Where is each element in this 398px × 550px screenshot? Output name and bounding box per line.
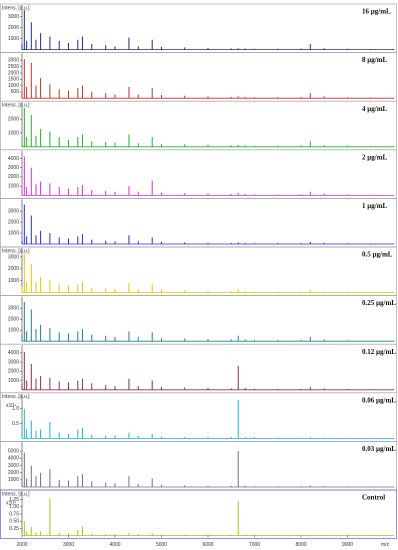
panel-label: 2 µg/mL — [362, 153, 388, 161]
panel-label: 0.25 µg/mL — [362, 299, 396, 307]
y-tick-label: 3000 — [8, 58, 19, 64]
x-tick-label: 6000 — [202, 542, 213, 548]
y-tick-label: 2500 — [8, 64, 19, 70]
y-axis-label: Intens. [a.u.] — [2, 394, 30, 400]
y-tick-label: 4000 — [8, 156, 19, 162]
y-tick-label: 1000 — [8, 477, 19, 483]
y-tick-label: 3000 — [8, 165, 19, 171]
panel-frame — [0, 343, 397, 394]
panel-label: Control — [362, 494, 385, 502]
panel-label: 4 µg/mL — [362, 105, 388, 113]
panel-frame — [0, 441, 397, 491]
y-tick-label: 1000 — [8, 130, 19, 136]
panel-label: 0.12 µg/mL — [362, 348, 396, 356]
panel-frame — [0, 198, 397, 248]
x-tick-label: 7000 — [249, 542, 260, 548]
y-tick-label: 2000 — [8, 219, 19, 225]
y-tick-label: 3000 — [8, 463, 19, 469]
panel-frame — [0, 100, 397, 151]
y-tick-label: 2000 — [8, 116, 19, 122]
y-tick-label: 0.5 — [12, 421, 19, 427]
x-tick-label: 4000 — [109, 542, 120, 548]
panel-label: 0.03 µg/mL — [362, 445, 396, 453]
y-tick-label: 2000 — [8, 369, 19, 375]
y-tick-label: 2000 — [8, 470, 19, 476]
panel-label: 8 µg/mL — [362, 56, 388, 64]
y-tick-label: 1500 — [8, 77, 19, 83]
panel-label: 0.5 µg/mL — [362, 251, 393, 259]
y-scale-label: x10⁴ — [6, 500, 16, 506]
y-tick-label: 1000 — [8, 83, 19, 89]
panel-frame — [0, 489, 397, 539]
y-tick-label: 2000 — [8, 70, 19, 76]
y-tick-label: 1.00 — [9, 504, 19, 510]
panel-label: 0.06 µg/mL — [362, 396, 396, 404]
y-tick-label: 4000 — [8, 456, 19, 462]
y-tick-label: 3000 — [8, 208, 19, 214]
y-tick-label: 0.75 — [9, 511, 19, 517]
y-tick-label: 1000 — [8, 278, 19, 284]
y-tick-label: 2000 — [8, 317, 19, 323]
y-tick-label: 0.50 — [9, 519, 19, 525]
panel-frame — [0, 392, 397, 442]
x-axis-label: m/z — [381, 542, 390, 548]
y-tick-label: 2000 — [8, 25, 19, 31]
y-axis-label: Intens. [a.u.] — [2, 491, 30, 497]
y-tick-label: 1000 — [8, 378, 19, 384]
y-tick-label: 500 — [11, 89, 20, 95]
panel-label: 1 µg/mL — [362, 202, 388, 210]
panel-frame — [0, 149, 397, 199]
y-axis-label: Intens. [a.u.] — [2, 103, 30, 109]
y-tick-label: 1.25 — [9, 497, 19, 503]
panel-label: 16 µg/mL — [362, 8, 391, 16]
y-tick-label: 5000 — [8, 448, 19, 454]
y-tick-label: 0.25 — [9, 526, 19, 532]
x-tick-label: 9000 — [342, 542, 353, 548]
y-scale-label: x10⁴ — [6, 403, 16, 409]
y-tick-label: 2000 — [8, 266, 19, 272]
x-tick-label: 3000 — [63, 542, 74, 548]
panel-frame — [0, 246, 397, 296]
x-tick-label: 2000 — [16, 542, 27, 548]
y-tick-label: 1.0 — [12, 406, 19, 412]
y-tick-label: 3000 — [8, 14, 19, 20]
y-tick-label: 3000 — [8, 306, 19, 312]
y-tick-label: 3000 — [8, 254, 19, 260]
panel-frame — [0, 52, 397, 102]
y-axis-label: Intens. [a.u.] — [2, 5, 30, 11]
y-tick-label: 1000 — [8, 328, 19, 334]
y-tick-label: 3000 — [8, 359, 19, 365]
y-tick-label: 1000 — [8, 183, 19, 189]
x-tick-label: 8000 — [295, 542, 306, 548]
y-tick-label: 4000 — [8, 350, 19, 356]
x-tick-label: 5000 — [156, 542, 167, 548]
y-tick-label: 1000 — [8, 36, 19, 42]
y-tick-label: 2000 — [8, 174, 19, 180]
y-axis-label: Intens. [a.u.] — [2, 248, 30, 254]
y-tick-label: 1000 — [8, 230, 19, 236]
panel-frame — [0, 3, 397, 53]
panel-frame — [0, 295, 397, 345]
